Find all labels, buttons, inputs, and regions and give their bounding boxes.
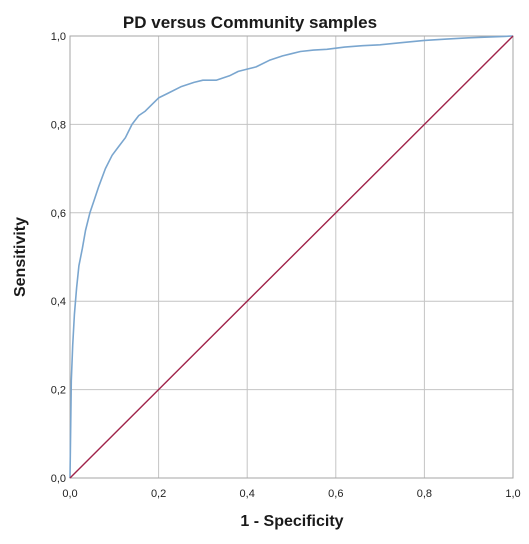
reference-diagonal-line: [69, 35, 514, 479]
chart-title: PD versus Community samples: [123, 13, 377, 32]
y-tick-label: 0,6: [51, 208, 66, 220]
y-tick-label: 0,4: [51, 296, 66, 308]
y-axis-label: Sensitivity: [12, 217, 29, 297]
x-tick-label: 1,0: [505, 488, 520, 500]
y-tick-label: 0,2: [51, 385, 66, 397]
series-group: [69, 35, 514, 479]
x-tick-label: 0,6: [328, 488, 343, 500]
x-tick-label: 0,8: [417, 488, 432, 500]
x-tick-labels: 0,0 0,2 0,4 0,6 0,8 1,0: [62, 488, 520, 500]
x-axis-label: 1 - Specificity: [240, 513, 343, 530]
roc-curve-line: [69, 35, 514, 479]
x-tick-label: 0,4: [240, 488, 255, 500]
y-tick-label: 0,0: [51, 473, 66, 485]
y-tick-label: 0,8: [51, 119, 66, 131]
y-tick-labels: 0,0 0,2 0,4 0,6 0,8 1,0: [51, 31, 66, 485]
x-tick-label: 0,0: [62, 488, 77, 500]
plot-frame: [69, 35, 514, 479]
x-tick-label: 0,2: [151, 488, 166, 500]
y-tick-label: 1,0: [51, 31, 66, 43]
